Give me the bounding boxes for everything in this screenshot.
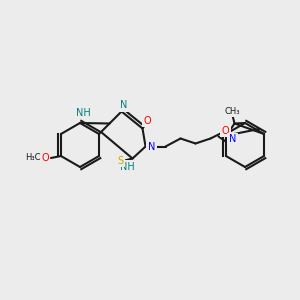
- Text: S: S: [118, 155, 124, 166]
- Text: CH₃: CH₃: [225, 107, 240, 116]
- Text: O: O: [222, 125, 229, 136]
- Text: H₃C: H₃C: [25, 154, 41, 163]
- Text: O: O: [144, 116, 151, 125]
- Text: N: N: [120, 100, 127, 110]
- Text: O: O: [41, 153, 49, 163]
- Text: N: N: [229, 134, 236, 145]
- Text: NH: NH: [76, 108, 90, 118]
- Text: NH: NH: [120, 161, 135, 172]
- Text: N: N: [148, 142, 155, 152]
